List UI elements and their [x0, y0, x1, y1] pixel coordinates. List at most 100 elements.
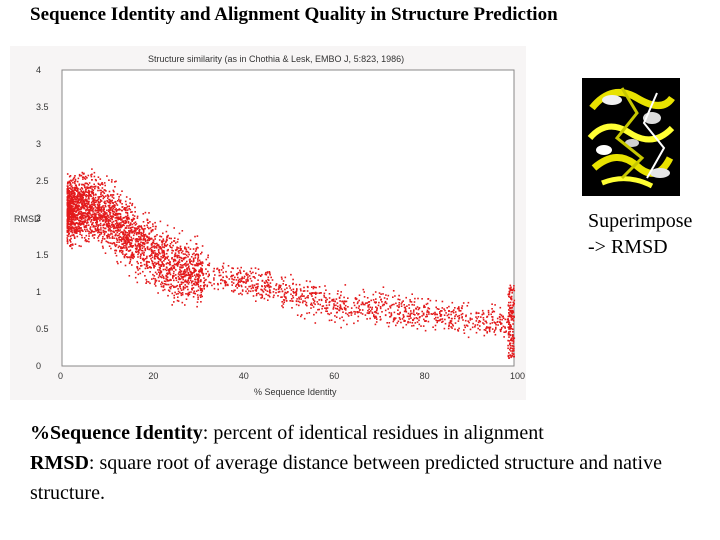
- data-point: [72, 210, 74, 213]
- data-point: [357, 315, 360, 318]
- data-point: [338, 297, 341, 299]
- data-point: [208, 264, 210, 267]
- data-point: [122, 242, 125, 245]
- data-point: [176, 241, 179, 243]
- data-point: [91, 198, 94, 200]
- data-point: [73, 219, 76, 221]
- data-point: [509, 289, 512, 291]
- data-point: [421, 310, 423, 313]
- data-point: [241, 289, 244, 291]
- data-point: [89, 204, 91, 206]
- text-rmsd: : square root of average distance betwee…: [30, 452, 662, 504]
- data-point: [162, 246, 164, 248]
- data-point: [264, 286, 267, 288]
- data-point: [500, 328, 502, 331]
- data-point: [101, 182, 103, 184]
- data-point: [101, 190, 104, 193]
- data-point: [367, 305, 369, 308]
- data-point: [142, 221, 145, 223]
- scatter-chart: Structure similarity (as in Chothia & Le…: [10, 46, 526, 400]
- data-point: [269, 285, 271, 288]
- data-point: [300, 298, 302, 300]
- data-point: [489, 322, 492, 325]
- data-point: [85, 196, 87, 198]
- data-point: [163, 283, 166, 285]
- data-point: [108, 198, 111, 201]
- data-point: [82, 190, 85, 193]
- data-point: [76, 216, 78, 218]
- data-point: [88, 206, 90, 209]
- data-point: [128, 239, 130, 241]
- data-point: [231, 290, 233, 292]
- data-point: [284, 296, 286, 298]
- data-point: [66, 196, 69, 198]
- data-point: [104, 227, 107, 230]
- data-point: [68, 203, 70, 205]
- data-point: [103, 192, 106, 194]
- data-point: [478, 320, 481, 322]
- data-point: [66, 221, 69, 224]
- data-point: [261, 279, 264, 282]
- data-point: [148, 239, 151, 242]
- data-point: [325, 301, 327, 303]
- data-point: [448, 305, 450, 308]
- data-point: [70, 197, 73, 200]
- data-point: [192, 287, 195, 289]
- data-point: [136, 238, 139, 240]
- data-point: [78, 223, 81, 225]
- data-point: [251, 286, 254, 288]
- data-point: [396, 313, 399, 315]
- data-point: [196, 273, 199, 276]
- data-point: [254, 277, 256, 279]
- data-point: [163, 277, 165, 280]
- data-point: [85, 208, 87, 211]
- data-point: [405, 323, 408, 326]
- data-point: [190, 282, 193, 284]
- data-point: [97, 198, 100, 200]
- data-point: [454, 311, 457, 313]
- data-point: [74, 224, 76, 226]
- data-point: [391, 303, 394, 306]
- data-point: [76, 235, 79, 238]
- data-point: [116, 221, 118, 223]
- data-point: [127, 241, 130, 244]
- data-point: [79, 220, 82, 222]
- data-point: [110, 230, 112, 232]
- data-point: [73, 231, 76, 234]
- data-point: [194, 270, 196, 273]
- data-point: [169, 246, 172, 248]
- data-point: [410, 301, 413, 303]
- data-point: [235, 284, 238, 286]
- data-point: [161, 281, 163, 284]
- data-point: [237, 271, 240, 274]
- data-point: [143, 236, 145, 238]
- data-point: [507, 326, 509, 329]
- data-point: [146, 224, 148, 227]
- data-point: [93, 171, 96, 174]
- data-point: [480, 316, 482, 318]
- data-point: [85, 240, 88, 243]
- data-point: [83, 225, 86, 228]
- data-point: [510, 288, 513, 291]
- data-point: [131, 253, 134, 255]
- data-point: [118, 245, 120, 247]
- data-point: [87, 200, 89, 203]
- data-point: [389, 316, 391, 318]
- data-point: [240, 277, 243, 280]
- data-point: [278, 290, 281, 293]
- data-point: [111, 205, 114, 208]
- data-point: [100, 193, 102, 196]
- data-point: [145, 262, 148, 264]
- data-point: [187, 288, 189, 291]
- data-point: [123, 245, 125, 247]
- data-point: [199, 289, 202, 292]
- data-point: [72, 213, 75, 215]
- data-point: [149, 247, 152, 250]
- data-point: [100, 229, 102, 231]
- data-point: [201, 272, 204, 275]
- data-point: [86, 222, 88, 224]
- data-point: [77, 194, 79, 196]
- data-point: [122, 235, 125, 238]
- data-point: [371, 312, 374, 314]
- data-point: [512, 288, 514, 291]
